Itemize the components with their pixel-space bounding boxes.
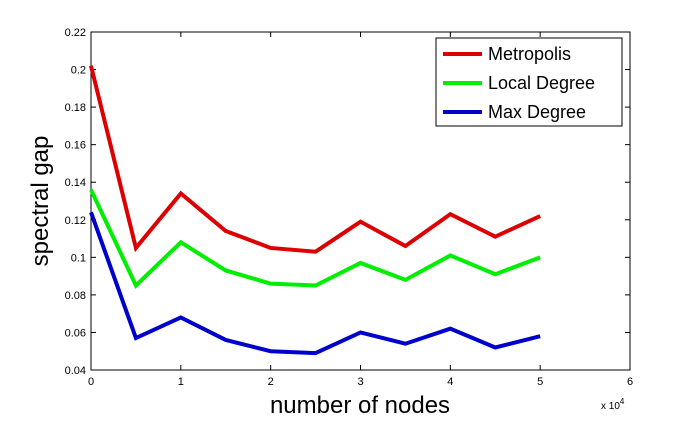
series-line-metropolis [89,65,542,254]
series-line-max-degree [89,211,541,356]
x-axis-label: number of nodes [270,392,450,419]
y-axis-label: spectral gap [27,136,54,267]
y-tick-label: 0.18 [65,102,86,114]
y-tick-label: 0.1 [71,252,86,264]
series-lines [89,65,542,356]
legend-label: Metropolis [488,44,571,64]
x-tick-label: 6 [627,376,633,388]
legend: Metropolis Local Degree Max Degree [435,37,623,127]
y-tick-label: 0.14 [65,177,86,189]
legend-label: Local Degree [488,73,595,93]
x-tick-label: 4 [447,376,453,388]
y-tick-label: 0.12 [65,215,86,227]
y-tick-label: 0.16 [65,140,86,152]
x-tick-label: 0 [88,376,94,388]
x-multiplier-exponent: 4 [620,397,625,406]
y-tick-label: 0.2 [71,65,86,77]
x-multiplier: x 104 [601,397,625,412]
axis-ticks: 0 1 2 3 4 5 6 0.04 0.06 0.08 0.1 0.12 0.14 0.16 0.18 0.… [65,27,633,388]
legend-label: Max Degree [488,102,586,122]
y-tick-label: 0.08 [65,290,86,302]
x-tick-label: 1 [178,376,184,388]
x-tick-label: 2 [268,376,274,388]
x-multiplier-base: x 10 [601,401,620,412]
y-tick-label: 0.04 [65,365,86,377]
x-tick-label: 3 [357,376,363,388]
series-line-local-degree [89,188,541,289]
x-tick-label: 5 [537,376,543,388]
y-tick-label: 0.22 [65,27,86,39]
y-tick-label: 0.06 [65,327,86,339]
